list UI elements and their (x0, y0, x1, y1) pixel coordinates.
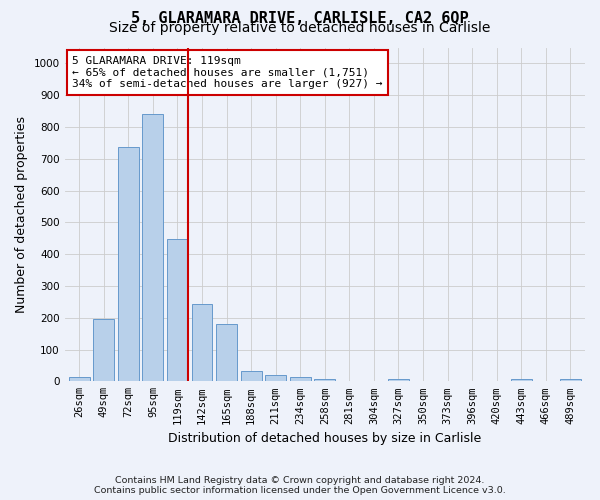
Bar (290, 376, 311, 382)
Y-axis label: Number of detached properties: Number of detached properties (15, 116, 28, 313)
Bar (118, 147, 139, 382)
Bar (388, 379, 409, 382)
Bar (241, 371, 262, 382)
Bar (511, 379, 532, 382)
Bar (69, 376, 90, 382)
Bar (314, 379, 335, 382)
Text: Size of property relative to detached houses in Carlisle: Size of property relative to detached ho… (109, 21, 491, 35)
Bar (216, 324, 237, 382)
Text: Contains HM Land Registry data © Crown copyright and database right 2024.
Contai: Contains HM Land Registry data © Crown c… (94, 476, 506, 495)
Bar (167, 239, 188, 382)
Bar (191, 304, 212, 382)
Bar (94, 318, 114, 382)
Bar (560, 379, 581, 382)
Text: 5 GLARAMARA DRIVE: 119sqm
← 65% of detached houses are smaller (1,751)
34% of se: 5 GLARAMARA DRIVE: 119sqm ← 65% of detac… (73, 56, 383, 89)
X-axis label: Distribution of detached houses by size in Carlisle: Distribution of detached houses by size … (168, 432, 481, 445)
Bar (265, 375, 286, 382)
Bar (142, 114, 163, 382)
Text: 5, GLARAMARA DRIVE, CARLISLE, CA2 6QP: 5, GLARAMARA DRIVE, CARLISLE, CA2 6QP (131, 11, 469, 26)
